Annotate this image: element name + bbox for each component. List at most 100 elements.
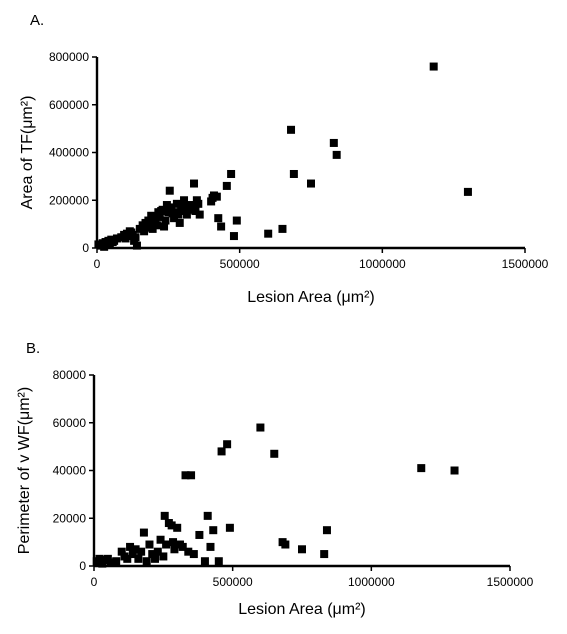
x-axis-title-b: Lesion Area (μm²) (238, 601, 365, 618)
y-axis-title-a: Area of TF(μm²) (19, 96, 36, 210)
y-tick-label-b: 0 (79, 559, 86, 573)
y-tick-label-b: 60000 (53, 416, 87, 430)
data-point-b (159, 552, 168, 561)
data-point-b (167, 521, 176, 530)
data-point-b (148, 550, 157, 559)
data-point-b (142, 557, 151, 566)
y-tick-label-b: 80000 (53, 368, 87, 382)
data-point-a (429, 62, 438, 71)
data-point-b (173, 523, 182, 532)
data-point-b (134, 554, 143, 563)
data-point-b (151, 554, 160, 563)
data-point-a (190, 179, 199, 188)
y-tick-label-a: 400000 (49, 146, 89, 160)
data-point-b (128, 550, 137, 559)
markers-a (94, 62, 472, 251)
data-point-a (148, 224, 157, 233)
data-point-b (95, 554, 104, 563)
data-point-a (158, 205, 167, 214)
data-point-a (164, 208, 173, 217)
data-point-a (172, 199, 181, 208)
data-point-b (145, 540, 154, 549)
data-point-a (195, 210, 204, 219)
data-point-b (139, 528, 148, 537)
data-point-b (206, 542, 215, 551)
data-point-a (147, 211, 156, 220)
x-tick-label-a: 500000 (220, 257, 260, 271)
x-tick-label-b: 1500000 (487, 575, 534, 589)
data-point-a (175, 218, 184, 227)
data-point-b (170, 545, 179, 554)
data-point-a (191, 206, 200, 215)
data-point-a (144, 216, 153, 225)
data-point-b (153, 547, 162, 556)
panel-b-label: B. (26, 340, 41, 357)
data-point-a (287, 125, 296, 134)
axes-b: 0 20000 40000 60000 80000 0 500000 1000000 15000… (16, 368, 534, 618)
data-point-b (450, 466, 459, 475)
data-point-b (112, 557, 121, 566)
data-point-b (281, 540, 290, 549)
data-point-b (214, 557, 223, 566)
data-point-a (131, 233, 140, 242)
data-point-b (270, 449, 279, 458)
x-tick-label-a: 0 (94, 257, 101, 271)
data-point-a (152, 221, 161, 230)
data-point-b (256, 423, 265, 432)
y-axis-title-b: Perimeter of v WF(μm²) (16, 387, 33, 554)
data-point-b (184, 547, 193, 556)
data-point-a (165, 186, 174, 195)
x-tick-label-a: 1000000 (359, 257, 406, 271)
panel-a-label: A. (30, 12, 45, 29)
data-point-a (167, 203, 176, 212)
data-point-a (132, 241, 141, 250)
y-tick-label-a: 0 (82, 241, 89, 255)
y-tick-label-b: 40000 (53, 464, 87, 478)
data-point-b (160, 511, 169, 520)
data-point-a (160, 222, 169, 231)
x-tick-label-b: 500000 (213, 575, 253, 589)
data-point-a (155, 212, 164, 221)
markers-b (92, 423, 459, 568)
data-point-a (161, 216, 170, 225)
data-point-a (182, 210, 191, 219)
data-point-a (227, 169, 236, 178)
data-point-b (117, 547, 126, 556)
data-point-a (329, 138, 338, 147)
data-point-b (137, 547, 146, 556)
x-tick-label-a: 1500000 (502, 257, 549, 271)
data-point-b (200, 557, 209, 566)
data-point-b (417, 464, 426, 473)
data-point-b (322, 526, 331, 535)
data-point-b (131, 545, 140, 554)
data-point-b (225, 523, 234, 532)
scatter-chart-a: 0 200000 400000 600000 800000 0 500000 1000000 1… (19, 50, 549, 306)
data-point-a (222, 181, 231, 190)
data-point-a (180, 196, 189, 205)
data-point-a (463, 187, 472, 196)
x-axis-title-a: Lesion Area (μm²) (247, 289, 374, 306)
x-tick-label-b: 0 (91, 575, 98, 589)
y-tick-label-a: 200000 (49, 193, 89, 207)
data-point-a (174, 210, 183, 219)
data-point-b (189, 550, 198, 559)
data-point-a (278, 224, 287, 233)
data-point-a (112, 234, 121, 243)
data-point-a (332, 150, 341, 159)
data-point-a (307, 179, 315, 188)
data-point-b (123, 554, 132, 563)
data-point-b (217, 447, 226, 456)
data-point-a (214, 214, 223, 223)
data-point-b (195, 530, 204, 539)
data-point-b (169, 538, 178, 547)
axes-a: 0 200000 400000 600000 800000 0 500000 1000000 1… (19, 50, 549, 306)
data-point-a (178, 202, 187, 211)
data-point-b (223, 440, 232, 449)
data-point-b (298, 545, 306, 554)
data-point-a (264, 229, 273, 238)
scatter-chart-b: 0 20000 40000 60000 80000 0 500000 1000000 15000… (16, 368, 534, 618)
data-point-a (229, 232, 238, 241)
data-point-b (156, 535, 165, 544)
data-point-b (178, 542, 187, 551)
